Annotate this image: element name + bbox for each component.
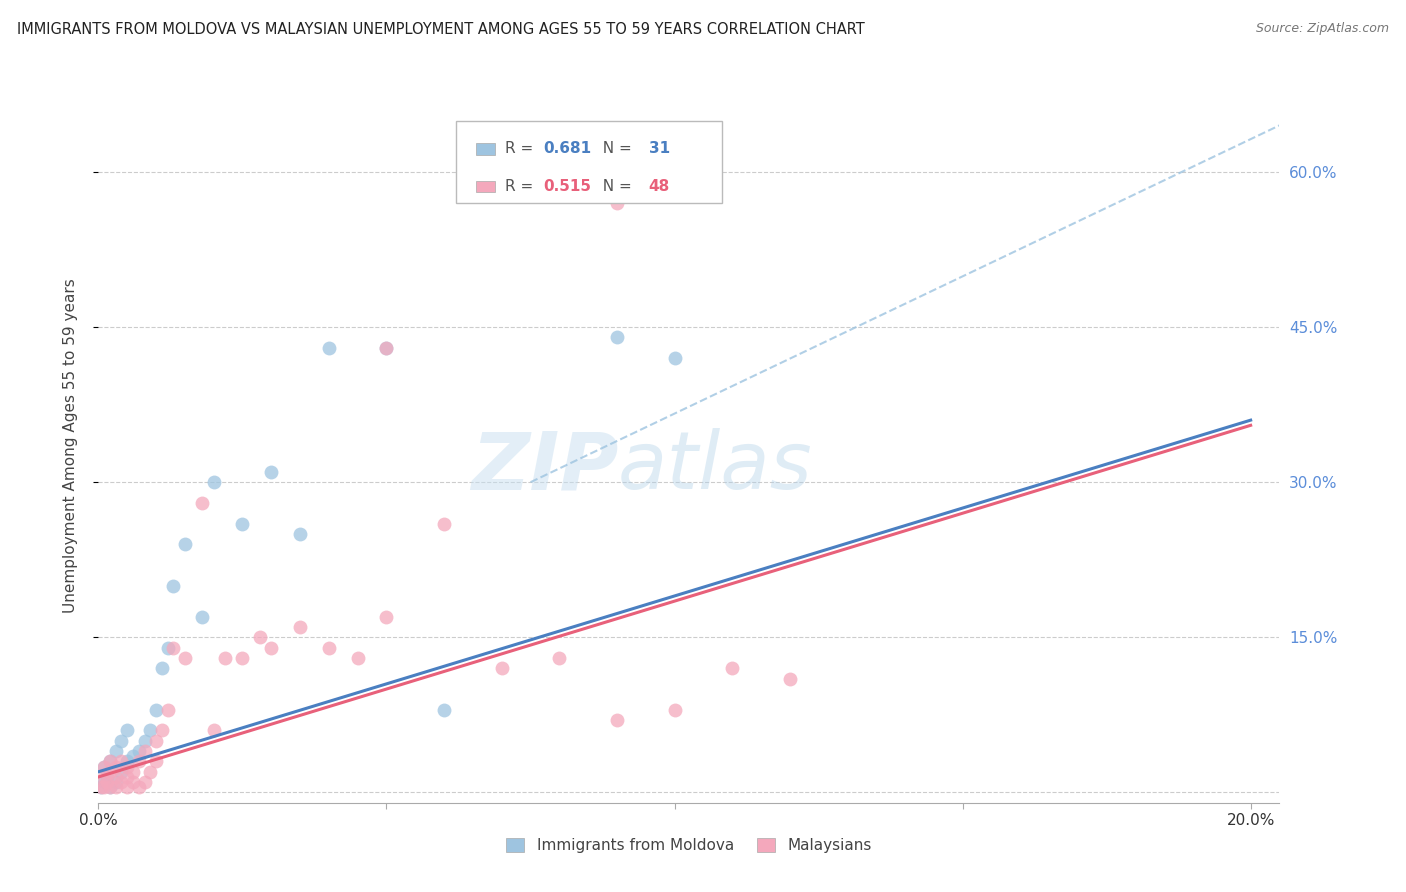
Point — [375, 341, 398, 355]
Point — [173, 537, 195, 551]
Point — [433, 516, 456, 531]
Point — [721, 661, 744, 675]
Point — [202, 475, 225, 490]
Point — [134, 775, 156, 789]
Point — [162, 640, 184, 655]
Text: IMMIGRANTS FROM MOLDOVA VS MALAYSIAN UNEMPLOYMENT AMONG AGES 55 TO 59 YEARS CORR: IMMIGRANTS FROM MOLDOVA VS MALAYSIAN UNE… — [17, 22, 865, 37]
Point — [202, 723, 225, 738]
Point — [104, 744, 127, 758]
Text: atlas: atlas — [619, 428, 813, 507]
Point — [122, 764, 145, 779]
Point — [150, 661, 173, 675]
Y-axis label: Unemployment Among Ages 55 to 59 years: Unemployment Among Ages 55 to 59 years — [63, 278, 77, 614]
Point — [110, 755, 132, 769]
Point — [115, 755, 138, 769]
Point — [93, 770, 115, 784]
Point — [90, 780, 112, 795]
Text: ZIP: ZIP — [471, 428, 619, 507]
Point — [98, 780, 121, 795]
Text: N =: N = — [593, 141, 637, 156]
Point — [260, 465, 283, 479]
Point — [128, 755, 150, 769]
Point — [98, 755, 121, 769]
Point — [145, 733, 167, 747]
Point — [139, 723, 162, 738]
Point — [162, 579, 184, 593]
Point — [318, 640, 340, 655]
Point — [779, 672, 801, 686]
Text: Source: ZipAtlas.com: Source: ZipAtlas.com — [1256, 22, 1389, 36]
Point — [606, 713, 628, 727]
Point — [98, 755, 121, 769]
Point — [110, 775, 132, 789]
Point — [128, 780, 150, 795]
Text: 31: 31 — [648, 141, 669, 156]
Point — [375, 341, 398, 355]
Text: 0.515: 0.515 — [544, 178, 592, 194]
Point — [115, 780, 138, 795]
Point — [128, 744, 150, 758]
Point — [548, 651, 571, 665]
Point — [606, 196, 628, 211]
Point — [318, 341, 340, 355]
Point — [606, 330, 628, 344]
Point — [433, 703, 456, 717]
Point — [191, 609, 214, 624]
Point — [122, 749, 145, 764]
Text: R =: R = — [505, 178, 538, 194]
Point — [145, 755, 167, 769]
Point — [115, 723, 138, 738]
Point — [93, 759, 115, 773]
Point — [115, 770, 138, 784]
Point — [104, 759, 127, 773]
Point — [288, 620, 311, 634]
Point — [96, 775, 118, 789]
Point — [104, 775, 127, 789]
Point — [491, 661, 513, 675]
Point — [139, 764, 162, 779]
Point — [231, 516, 253, 531]
Point — [346, 651, 368, 665]
Point — [98, 764, 121, 779]
Point — [231, 651, 253, 665]
Point — [156, 640, 179, 655]
Text: N =: N = — [593, 178, 637, 194]
Point — [90, 780, 112, 795]
Point — [134, 733, 156, 747]
Point — [156, 703, 179, 717]
Point — [375, 609, 398, 624]
Point — [122, 775, 145, 789]
Bar — [477, 180, 495, 192]
Point — [214, 651, 236, 665]
Point — [150, 723, 173, 738]
Point — [134, 744, 156, 758]
Point — [664, 351, 686, 365]
Point — [98, 780, 121, 795]
Text: R =: R = — [505, 141, 538, 156]
FancyBboxPatch shape — [457, 121, 723, 203]
Legend: Immigrants from Moldova, Malaysians: Immigrants from Moldova, Malaysians — [501, 832, 877, 859]
Point — [110, 764, 132, 779]
Point — [145, 703, 167, 717]
Point — [288, 527, 311, 541]
Point — [173, 651, 195, 665]
Point — [104, 770, 127, 784]
Text: 0.681: 0.681 — [544, 141, 592, 156]
Point — [664, 703, 686, 717]
Point — [93, 759, 115, 773]
Point — [260, 640, 283, 655]
Text: 48: 48 — [648, 178, 671, 194]
Point — [104, 780, 127, 795]
Point — [93, 775, 115, 789]
Bar — [477, 143, 495, 154]
Point — [110, 733, 132, 747]
Point — [249, 630, 271, 644]
Point — [93, 780, 115, 795]
Point — [96, 770, 118, 784]
Point — [115, 759, 138, 773]
Point — [191, 496, 214, 510]
